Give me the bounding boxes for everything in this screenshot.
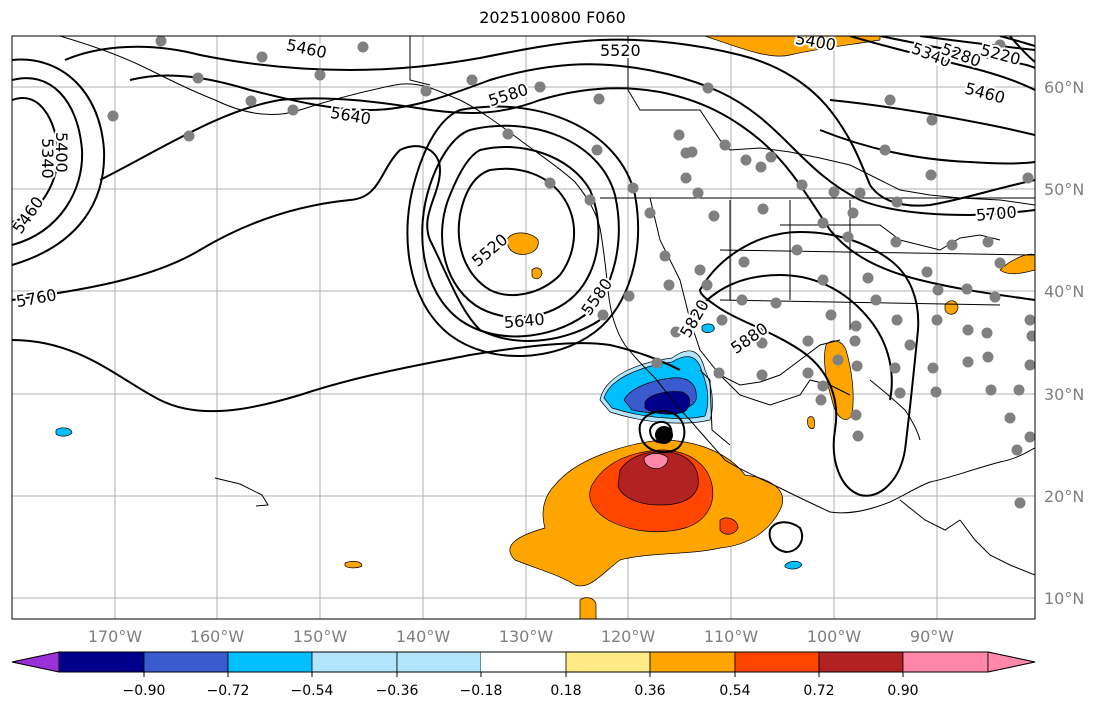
height-contours — [12, 36, 1035, 554]
lon-label-130w: 130°W — [499, 627, 554, 646]
colorbar-segment — [311, 651, 398, 673]
colorbar-tick-label: 0.72 — [803, 683, 834, 699]
gridlines — [12, 36, 1035, 619]
positive-anomaly-strong — [617, 451, 699, 506]
colorbar-ticks — [143, 672, 904, 677]
colorbar-tick-label: −0.90 — [123, 683, 166, 699]
station-dots — [107, 36, 1035, 509]
positive-anomaly-peak — [643, 453, 669, 469]
lon-label-150w: 150°W — [293, 627, 348, 646]
lat-label-40n: 40°N — [1044, 282, 1084, 301]
colorbar — [11, 651, 1036, 673]
lat-label-50n: 50°N — [1044, 180, 1084, 199]
lat-label-60n: 60°N — [1044, 78, 1084, 97]
colorbar-max-extension — [987, 651, 1036, 673]
lon-label-160w: 160°W — [190, 627, 245, 646]
colorbar-segment — [396, 651, 482, 673]
colorbar-tick-label: 0.54 — [719, 683, 750, 699]
colorbar-segment — [143, 651, 229, 673]
colorbar-segment — [481, 652, 566, 672]
map-area — [12, 36, 1035, 619]
lon-label-90w: 90°W — [910, 627, 954, 646]
lon-label-170w: 170°W — [88, 627, 143, 646]
contour-label-5700: 5700 — [975, 202, 1017, 224]
colorbar-tick-label: −0.18 — [460, 683, 503, 699]
colorbar-tick-label: 0.18 — [550, 683, 581, 699]
colorbar-tick-label: 0.90 — [887, 683, 918, 699]
contour-label-5340a: 5340 — [38, 138, 57, 179]
contour-label-5400a: 5400 — [52, 132, 71, 173]
colorbar-tick-label: −0.54 — [291, 683, 334, 699]
contour-label-5520a: 5520 — [600, 41, 641, 60]
negative-anomaly-strong — [644, 391, 691, 415]
map-frame — [11, 35, 1036, 620]
anomaly-fill — [55, 36, 1035, 619]
colorbar-segment — [902, 651, 989, 673]
map-title: 2025100800 F060 — [479, 8, 626, 27]
colorbar-tick-label: 0.36 — [634, 683, 665, 699]
lat-label-20n: 20°N — [1044, 487, 1084, 506]
lon-label-100w: 100°W — [807, 627, 862, 646]
colorbar-segment — [58, 651, 145, 673]
contour-label-5640b: 5640 — [503, 310, 545, 332]
lat-label-30n: 30°N — [1044, 385, 1084, 404]
latitude-labels: 60°N 50°N 40°N 30°N 20°N 10°N — [1044, 78, 1084, 608]
storm-center-marker — [655, 426, 673, 444]
colorbar-segment — [818, 651, 904, 673]
colorbar-min-extension — [11, 651, 60, 673]
colorbar-segment — [227, 651, 313, 673]
colorbar-tick-labels: −0.90 −0.72 −0.54 −0.36 −0.18 0.18 0.36 … — [123, 683, 919, 699]
lon-label-140w: 140°W — [396, 627, 451, 646]
colorbar-segment — [649, 651, 736, 673]
colorbar-segment — [734, 651, 820, 673]
longitude-labels: 170°W 160°W 150°W 140°W 130°W 120°W 110°… — [88, 627, 954, 646]
lat-label-10n: 10°N — [1044, 589, 1084, 608]
colorbar-segment — [565, 651, 651, 673]
lon-label-120w: 120°W — [601, 627, 656, 646]
colorbar-tick-label: −0.36 — [376, 683, 419, 699]
lon-label-110w: 110°W — [704, 627, 759, 646]
colorbar-tick-label: −0.72 — [207, 683, 250, 699]
